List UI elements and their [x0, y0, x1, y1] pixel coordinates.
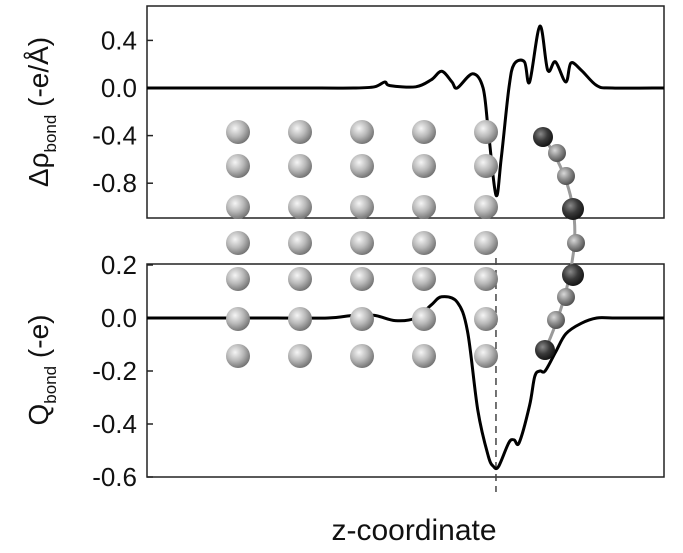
- y-tick-label: -0.4: [92, 409, 137, 439]
- y-tick-label: -0.4: [92, 121, 137, 151]
- atom-sphere: [533, 127, 553, 147]
- atom-sphere: [547, 311, 565, 329]
- y-tick-label: 0.0: [101, 73, 137, 103]
- atom-sphere: [474, 267, 498, 291]
- atom-sphere: [535, 340, 555, 360]
- atom-sphere: [288, 195, 312, 219]
- y-tick-label: 0.0: [101, 303, 137, 333]
- atom-sphere: [412, 154, 436, 178]
- charge-density-line: [146, 24, 665, 198]
- atom-sphere: [412, 231, 436, 255]
- panel-charge-density: 0.4 0.0 -0.4 -0.8 Δρbond (-e/Å): [23, 5, 665, 219]
- atom-sphere: [350, 231, 374, 255]
- atom-sphere: [288, 120, 312, 144]
- atom-sphere: [412, 307, 436, 331]
- atom-sphere: [557, 288, 575, 306]
- atom-sphere: [412, 344, 436, 368]
- y-tick-label: -0.6: [92, 462, 137, 492]
- atom-sphere: [562, 264, 584, 286]
- y-tick-labels-bottom: 0.2 0.0 -0.2 -0.4 -0.6: [92, 250, 153, 492]
- y-tick-label: 0.2: [101, 250, 137, 280]
- atom-sphere: [350, 120, 374, 144]
- atom-sphere: [350, 307, 374, 331]
- atom-sphere: [226, 154, 250, 178]
- y-tick-label: -0.2: [92, 356, 137, 386]
- y-tick-label: -0.8: [92, 168, 137, 198]
- y-label-bottom-suffix: (-e): [23, 315, 54, 366]
- atom-sphere: [288, 154, 312, 178]
- atom-sphere: [288, 344, 312, 368]
- y-tick-label: 0.4: [101, 25, 137, 55]
- atom-sphere: [288, 307, 312, 331]
- y-label-top-subscript: bond: [41, 115, 60, 153]
- atom-sphere: [226, 120, 250, 144]
- panel-frame-top: [146, 5, 665, 219]
- y-axis-label-top: Δρbond (-e/Å): [23, 37, 60, 187]
- atom-sphere: [412, 120, 436, 144]
- atom-sphere: [474, 154, 498, 178]
- y-label-top-suffix: (-e/Å): [23, 37, 54, 115]
- y-axis-label-bottom: Qbond (-e): [23, 315, 60, 426]
- bond-charge-line: [147, 295, 664, 471]
- atom-sphere: [474, 344, 498, 368]
- y-label-bottom-subscript: bond: [41, 366, 60, 404]
- atomic-structure-illustration: [226, 120, 585, 368]
- atom-sphere: [412, 195, 436, 219]
- panel-frame-bottom: [146, 263, 665, 478]
- atom-sphere: [288, 231, 312, 255]
- atom-sphere: [474, 231, 498, 255]
- atom-sphere: [350, 344, 374, 368]
- atom-sphere: [474, 195, 498, 219]
- atom-sphere: [567, 234, 585, 252]
- atom-sphere: [226, 307, 250, 331]
- atom-sphere: [226, 344, 250, 368]
- atom-sphere: [226, 231, 250, 255]
- atom-sphere: [562, 198, 584, 220]
- atom-sphere: [548, 144, 566, 162]
- y-label-bottom-prefix: Q: [23, 404, 54, 426]
- atom-sphere: [412, 267, 436, 291]
- atom-sphere: [226, 267, 250, 291]
- x-axis-label: z-coordinate: [331, 514, 496, 547]
- panel-bond-charge: 0.2 0.0 -0.2 -0.4 -0.6 Qbond (-e): [23, 250, 665, 492]
- atom-sphere: [350, 267, 374, 291]
- atom-sphere: [350, 195, 374, 219]
- atom-sphere: [557, 167, 575, 185]
- atom-sphere: [350, 154, 374, 178]
- atom-sphere: [288, 267, 312, 291]
- y-label-top-prefix: Δρ: [23, 152, 54, 187]
- atom-sphere: [474, 307, 498, 331]
- atom-sphere: [226, 195, 250, 219]
- y-tick-labels-top: 0.4 0.0 -0.4 -0.8: [92, 25, 153, 198]
- atom-sphere: [474, 120, 498, 144]
